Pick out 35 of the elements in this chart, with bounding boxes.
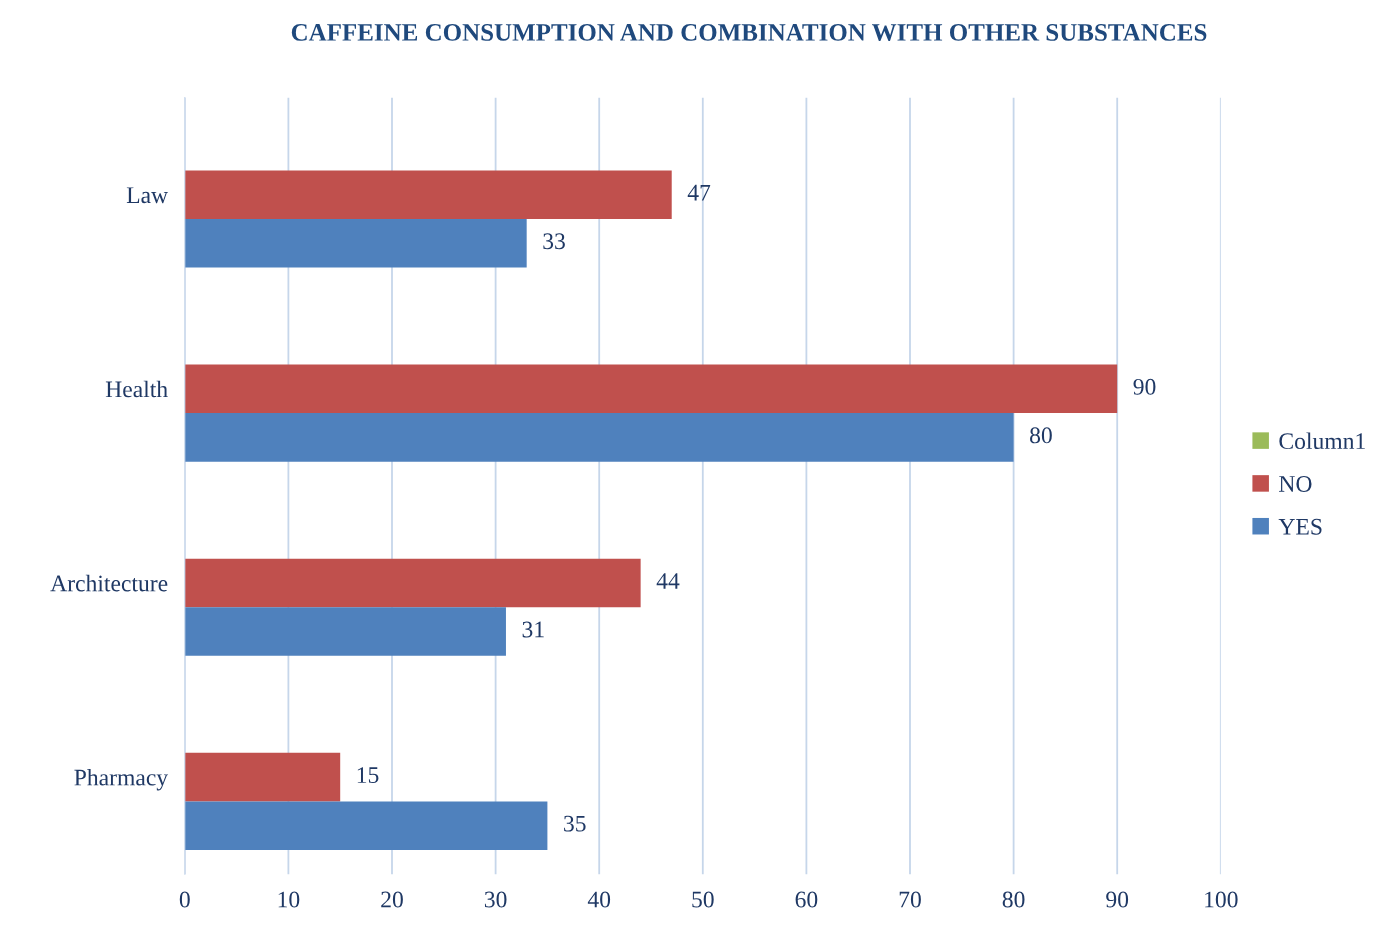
bar	[184, 413, 1014, 462]
y-tick-label: Pharmacy	[74, 768, 169, 791]
legend-label: Column1	[1279, 432, 1365, 450]
x-tick-label: 20	[381, 891, 403, 908]
data-label: 90	[1133, 378, 1156, 395]
legend-label: YES	[1278, 518, 1322, 535]
data-label: 44	[656, 573, 680, 589]
x-tick-label: 10	[278, 891, 300, 908]
x-tick-label: 100	[1205, 891, 1238, 908]
x-tick-label: 90	[1106, 891, 1129, 908]
y-tick-label: Law	[126, 187, 169, 204]
legend-label: NO	[1279, 476, 1312, 492]
bar	[184, 801, 548, 850]
x-tick-label: 30	[484, 891, 507, 908]
x-tick-label: 0	[179, 891, 190, 908]
bar	[184, 218, 527, 268]
x-tick-label: 60	[795, 891, 818, 908]
y-tick-label: Health	[105, 380, 168, 398]
x-tick-label: 70	[899, 891, 921, 908]
bar	[184, 752, 341, 802]
bar	[184, 364, 1118, 414]
data-label: 33	[543, 233, 565, 250]
x-tick-label: 40	[587, 891, 611, 908]
bar	[184, 607, 506, 656]
data-label: 15	[357, 767, 379, 784]
y-tick-label: Architecture	[50, 574, 168, 592]
data-label: 31	[522, 621, 544, 638]
chart-title: CAFFEINE CONSUMPTION AND COMBINATION WITH OTHER SUBSTANCES	[291, 24, 1207, 41]
data-label: 35	[564, 815, 586, 832]
data-label: 47	[687, 184, 711, 201]
x-tick-label: 80	[1002, 891, 1025, 908]
bar	[184, 558, 641, 608]
bar	[184, 170, 672, 219]
x-tick-label: 50	[692, 891, 714, 908]
data-label: 80	[1030, 427, 1052, 444]
